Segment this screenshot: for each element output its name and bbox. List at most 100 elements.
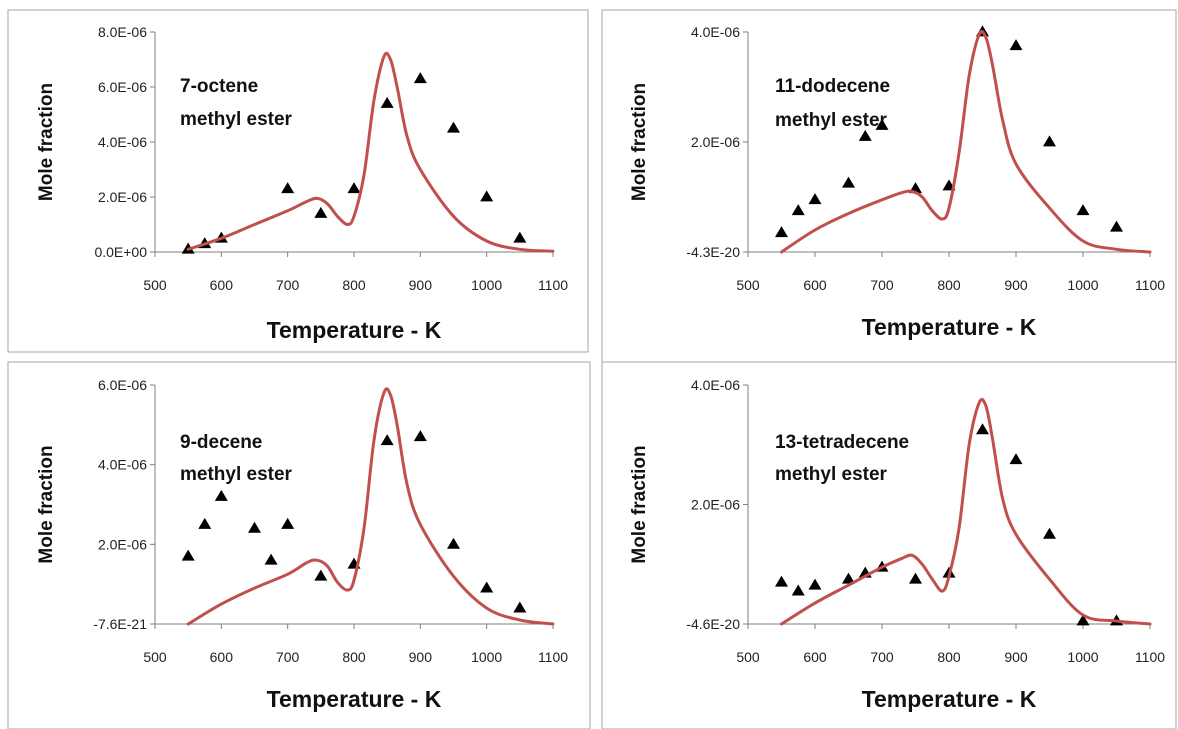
y-tick-label: 2.0E-06 (98, 536, 147, 552)
x-tick-label: 800 (937, 649, 961, 665)
y-axis-label: Mole fraction (629, 83, 650, 201)
x-tick-label: 800 (342, 649, 366, 665)
chart-frame (7, 9, 589, 353)
data-point (858, 129, 872, 141)
data-point (513, 601, 527, 613)
data-point (1043, 135, 1056, 147)
data-point (314, 569, 328, 581)
x-tick-label: 500 (736, 649, 760, 665)
chart-frame (601, 361, 1177, 729)
chart-annotation: 13-tetradecene (775, 432, 909, 453)
x-tick-label: 900 (1004, 277, 1028, 293)
x-tick-label: 900 (409, 649, 433, 665)
data-point (380, 434, 394, 446)
x-tick-label: 600 (210, 649, 234, 665)
data-point (447, 537, 460, 549)
data-point (347, 182, 361, 194)
data-point (314, 206, 328, 218)
x-tick-label: 1000 (471, 277, 502, 293)
x-tick-label: 600 (803, 649, 827, 665)
model-curve (186, 51, 555, 253)
data-point (447, 121, 460, 133)
data-point (181, 549, 195, 561)
x-tick-label: 1000 (1067, 277, 1098, 293)
x-tick-label: 600 (210, 277, 234, 293)
chart-frame (7, 361, 591, 729)
data-point (875, 118, 889, 130)
data-point (513, 231, 527, 243)
chart-annotation: 9-decene (180, 432, 262, 453)
chart-panel-1: 500 600 700 800 900 1000 1100 0.0E+00 2.0E-06 4.0… (7, 9, 589, 353)
data-point (480, 190, 494, 202)
y-tick-label: 4.0E-06 (691, 24, 740, 40)
chart-annotation: methyl ester (180, 109, 293, 130)
data-point (1043, 527, 1056, 539)
y-tick-label: -4.6E-20 (686, 616, 740, 632)
x-tick-label: 1000 (1067, 649, 1098, 665)
x-tick-label: 1100 (1135, 649, 1165, 665)
chart-annotation: methyl ester (180, 464, 293, 485)
data-point (1009, 453, 1023, 465)
data-point (380, 96, 394, 108)
chart-panel-2: 500 600 700 800 900 1000 1100 -4.3E-20 2.0E-06 4.… (601, 9, 1177, 363)
x-tick-label: 1000 (471, 649, 502, 665)
y-tick-label: -7.6E-21 (93, 616, 147, 632)
y-axis-label: Mole fraction (629, 445, 650, 563)
y-tick-label: 2.0E-06 (98, 189, 147, 205)
x-tick-label: 1100 (538, 649, 568, 665)
data-point (1076, 204, 1090, 216)
x-tick-label: 800 (342, 277, 366, 293)
chart-annotation: methyl ester (775, 464, 888, 485)
data-point (480, 581, 494, 593)
y-tick-label: 6.0E-06 (98, 79, 147, 95)
x-tick-label: 700 (870, 649, 894, 665)
y-tick-label: -4.3E-20 (686, 244, 740, 260)
data-point (808, 578, 822, 590)
y-axis-label: Mole fraction (36, 83, 57, 201)
x-axis-label: Temperature - K (267, 686, 442, 712)
data-point (791, 584, 805, 596)
chart-panel-4: 500 600 700 800 900 1000 1100 -4.6E-20 2.0E-06 4.… (601, 361, 1177, 729)
x-tick-label: 700 (870, 277, 894, 293)
data-point (775, 575, 788, 587)
x-tick-label: 700 (276, 649, 300, 665)
y-tick-label: 4.0E-06 (98, 457, 147, 473)
x-tick-label: 800 (937, 277, 961, 293)
x-axis-label: Temperature - K (267, 317, 442, 343)
data-point (248, 521, 261, 533)
data-point (791, 204, 805, 216)
y-tick-label: 4.0E-06 (98, 134, 147, 150)
model-curve (186, 387, 555, 626)
x-axis-label: Temperature - K (862, 686, 1037, 712)
chart-annotation: 7-octene (180, 76, 258, 97)
x-axis-label: Temperature - K (862, 314, 1037, 340)
x-tick-label: 500 (143, 649, 167, 665)
data-point (842, 572, 855, 584)
chart-frame (601, 9, 1177, 363)
data-point (976, 423, 989, 435)
x-tick-label: 700 (276, 277, 300, 293)
x-tick-label: 600 (803, 277, 827, 293)
model-curve (780, 29, 1152, 254)
y-tick-label: 0.0E+00 (94, 244, 147, 260)
y-tick-label: 2.0E-06 (691, 497, 740, 513)
data-point (281, 517, 295, 529)
y-tick-label: 8.0E-06 (98, 24, 147, 40)
data-point (842, 176, 855, 188)
chart-annotation: methyl ester (775, 110, 888, 131)
data-point (1009, 39, 1023, 51)
data-point (808, 193, 822, 205)
data-point (909, 572, 922, 584)
x-tick-label: 500 (143, 277, 167, 293)
data-point (214, 489, 228, 501)
chart-annotation: 11-dodecene (775, 76, 890, 97)
y-tick-label: 2.0E-06 (691, 134, 740, 150)
x-tick-label: 900 (1004, 649, 1028, 665)
x-tick-label: 1100 (1135, 277, 1165, 293)
y-tick-label: 4.0E-06 (691, 377, 740, 393)
x-tick-label: 900 (409, 277, 433, 293)
data-point (1076, 614, 1090, 626)
data-point (281, 182, 295, 194)
data-point (264, 553, 278, 565)
